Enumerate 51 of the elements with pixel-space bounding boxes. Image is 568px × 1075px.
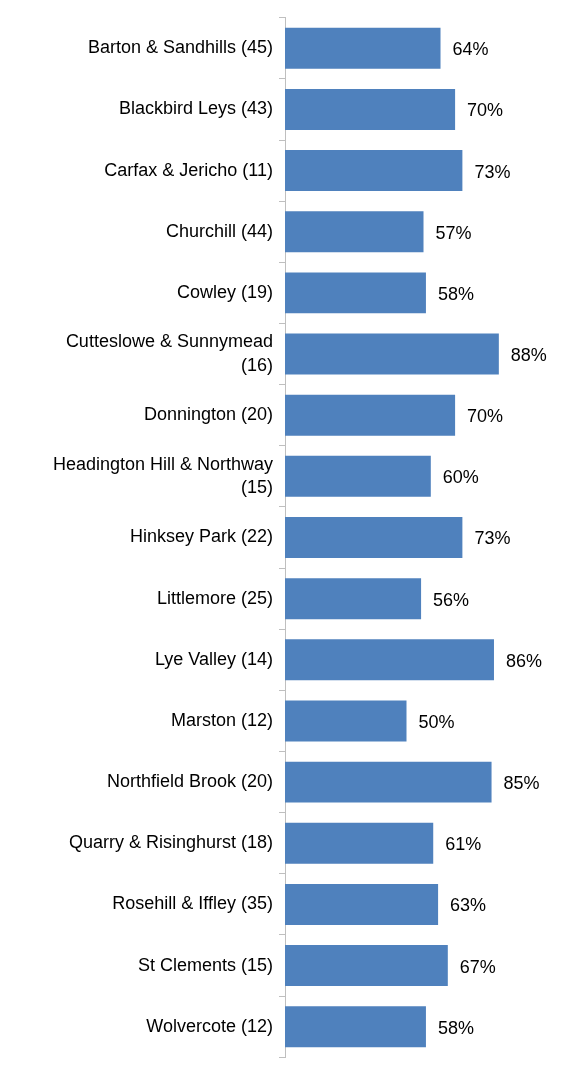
- bar: [285, 333, 499, 375]
- bar: [285, 27, 441, 69]
- data-label: 67%: [459, 956, 496, 977]
- y-tick-label: St Clements (15): [137, 954, 273, 975]
- y-tick-label: Littlemore (25): [156, 587, 273, 608]
- data-label: 50%: [418, 711, 455, 732]
- data-label: 63%: [450, 895, 487, 916]
- bar: [285, 272, 426, 314]
- y-tick-label: Headington Hill & Northway (15): [52, 453, 273, 498]
- bar: [285, 517, 463, 558]
- y-tick-label: Hinksey Park (22): [129, 526, 273, 547]
- data-label: 61%: [445, 834, 482, 855]
- y-tick-label: Barton & Sandhills (45): [87, 37, 273, 58]
- y-tick-label: Lye Valley (14): [154, 648, 273, 669]
- data-label: 88%: [510, 345, 547, 366]
- bar: [285, 455, 431, 497]
- bar: [285, 822, 434, 864]
- data-label: 73%: [474, 528, 511, 549]
- data-label: 70%: [467, 100, 504, 121]
- y-tick-label: Northfield Brook (20): [106, 771, 273, 792]
- data-label: 60%: [442, 467, 479, 488]
- bar: [285, 578, 422, 620]
- data-label: 85%: [503, 773, 540, 794]
- y-tick-label: Donnington (20): [143, 404, 273, 425]
- data-label: 56%: [433, 589, 470, 610]
- y-tick-label: Marston (12): [170, 709, 273, 730]
- data-label: 70%: [467, 406, 504, 427]
- bar: [285, 150, 463, 192]
- y-tick-label: Quarry & Risinghurst (18): [68, 832, 273, 853]
- data-label: 57%: [435, 222, 472, 243]
- y-tick-label: Cowley (19): [176, 281, 273, 302]
- data-label: 64%: [452, 39, 489, 60]
- data-label: 73%: [474, 161, 511, 182]
- data-label: 58%: [437, 283, 474, 304]
- bar: [285, 761, 492, 803]
- bar: [285, 945, 448, 987]
- y-tick-label: Rosehill & Iffley (35): [112, 893, 273, 914]
- y-tick-label: Wolvercote (12): [146, 1015, 273, 1036]
- y-tick-label: Cutteslowe & Sunnymead (16): [65, 331, 273, 375]
- bar: [285, 394, 456, 436]
- y-tick-label: Churchill (44): [165, 220, 273, 241]
- bar: [285, 88, 456, 130]
- data-label: 86%: [505, 650, 543, 671]
- bar: [285, 883, 439, 925]
- bar: [285, 639, 494, 681]
- bar: [285, 211, 424, 253]
- data-label: 58%: [437, 1017, 474, 1038]
- bar: [285, 700, 407, 742]
- y-tick-label: Carfax & Jericho (11): [104, 159, 273, 180]
- bar: [285, 1006, 426, 1048]
- y-tick-label: Blackbird Leys (43): [118, 98, 273, 119]
